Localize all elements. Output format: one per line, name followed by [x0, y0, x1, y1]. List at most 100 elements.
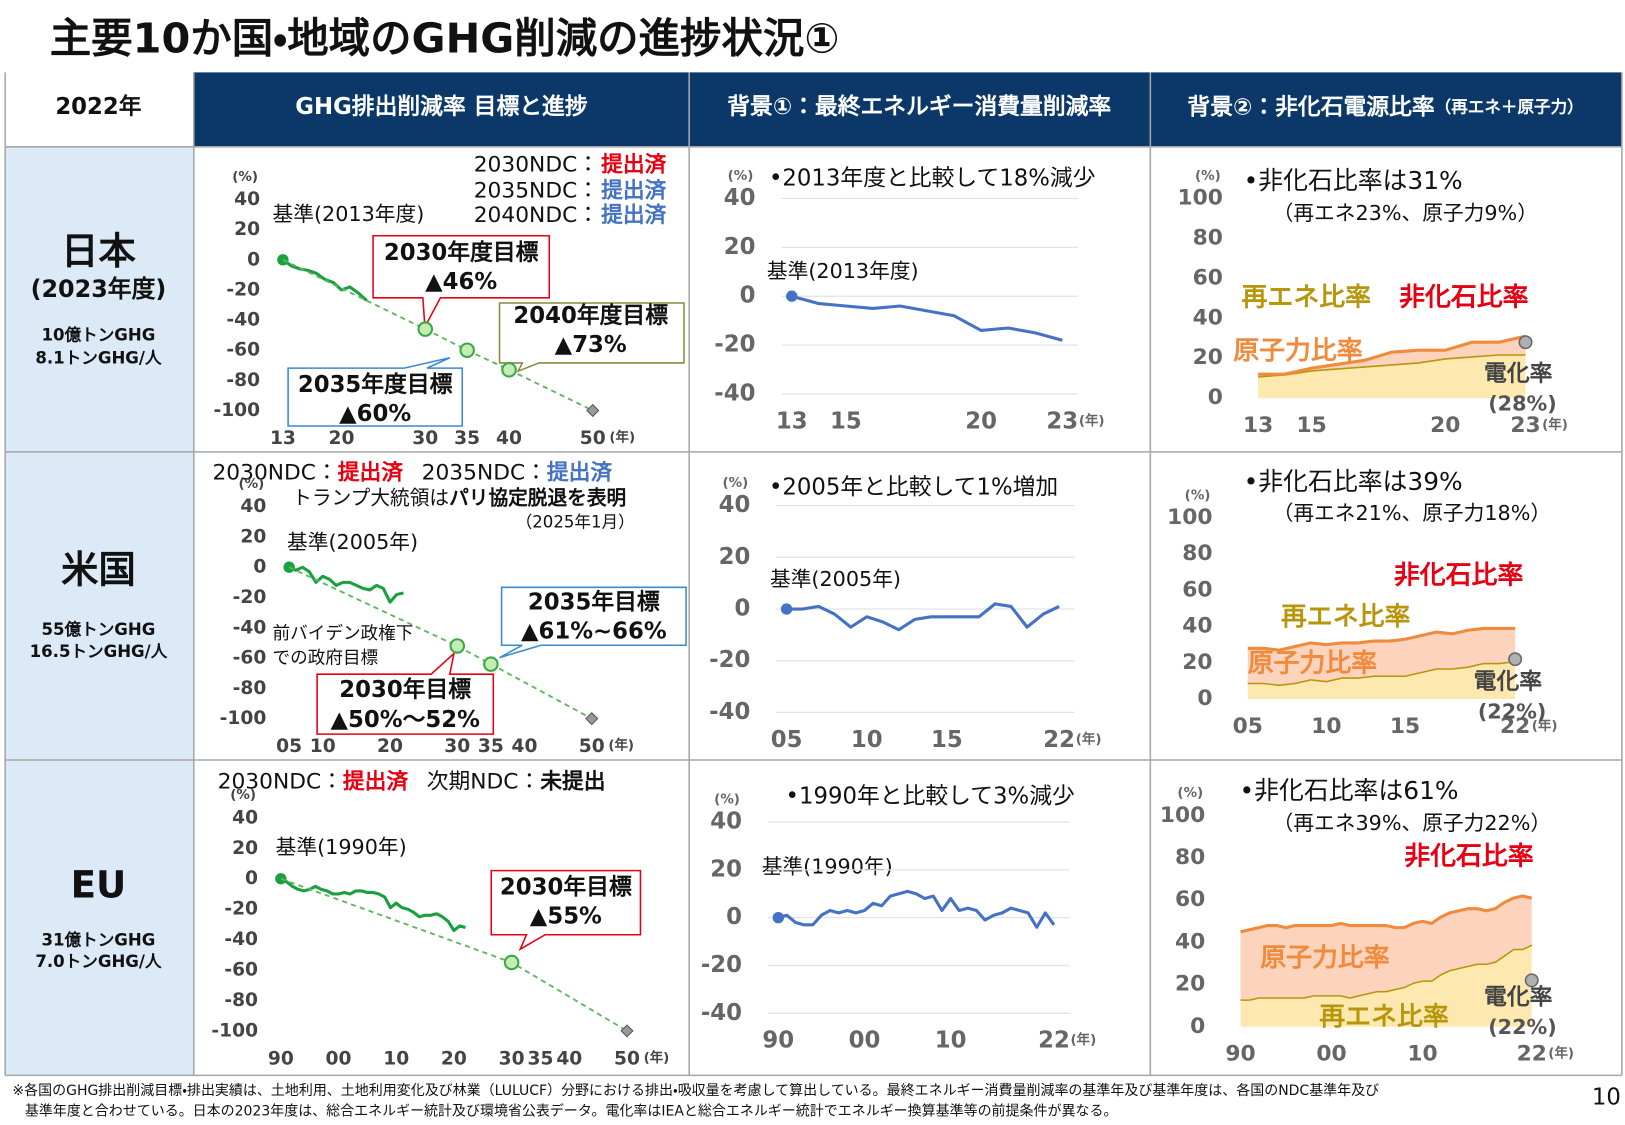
value-label: (22%) — [1488, 1015, 1557, 1039]
y-tick-label: 0 — [740, 283, 756, 309]
x-tick-label: 15 — [1296, 413, 1326, 438]
x-tick-label: 10 — [310, 736, 336, 757]
row-period: (2023年度) — [31, 275, 167, 303]
header-cell: 背景②：非化石電源比率（再エネ＋原子力） — [1187, 94, 1583, 120]
x-tick-label: 15 — [931, 727, 963, 753]
y-axis-unit: (%) — [714, 792, 740, 807]
area-line — [1247, 626, 1516, 652]
x-tick-label: 13 — [270, 428, 296, 449]
series-label: 電化率 — [1484, 984, 1553, 1010]
y-tick-label: 0 — [253, 557, 266, 578]
x-axis-unit: (年) — [1542, 416, 1568, 433]
callout — [498, 302, 685, 373]
x-tick-label: 13 — [1243, 413, 1273, 438]
x-tick-label: 15 — [830, 408, 862, 434]
series-label: 再エネ比率 — [1242, 282, 1372, 312]
ndc-label: 2040NDC： — [474, 203, 599, 228]
summary-detail: （再エネ23%、原子力9%） — [1273, 201, 1538, 225]
footnote: 基準年度と合わせている。日本の2023年度は、総合エネルギー統計及び環境省公表デ… — [25, 1103, 1118, 1120]
baseline-label: 基準(2005年) — [770, 567, 901, 591]
total-label: 非化石比率 — [1399, 282, 1529, 312]
x-tick-label: 30 — [444, 736, 470, 757]
target-label: 2040年度目標 — [513, 302, 668, 329]
target-label: 2030年目標 — [500, 874, 632, 901]
x-tick-label: 50 — [614, 1048, 640, 1069]
x-axis-unit: (年) — [609, 428, 635, 445]
x-tick-label: 23 — [1510, 413, 1540, 438]
series-label: 原子力比率 — [1233, 336, 1363, 366]
total-label: 非化石比率 — [1394, 560, 1524, 590]
row-per-capita: 7.0トンGHG/人 — [35, 952, 162, 971]
header-year: 2022年 — [55, 93, 141, 120]
x-tick-label: 50 — [580, 428, 606, 449]
y-tick-label: 100 — [1178, 186, 1223, 211]
y-tick-label: 20 — [719, 544, 751, 570]
target-marker — [483, 656, 499, 672]
footnote: ※各国のGHG排出削減目標・排出実績は、土地利用、土地利用変化及び林業（LULU… — [12, 1082, 1379, 1099]
y-tick-label: 40 — [710, 809, 742, 835]
y-tick-label: -20 — [226, 279, 260, 300]
y-tick-label: 20 — [234, 219, 260, 240]
note: トランプ大統領はパリ協定脱退を表明 — [292, 486, 626, 509]
y-tick-label: -20 — [709, 647, 750, 673]
y-tick-label: -100 — [211, 1020, 258, 1041]
x-tick-label: 20 — [329, 428, 355, 449]
series-line — [791, 294, 1063, 342]
point-marker — [1508, 652, 1523, 667]
y-tick-label: 40 — [1182, 614, 1212, 639]
y-tick-label: 80 — [1175, 845, 1205, 870]
row-label-band — [5, 146, 194, 1076]
y-tick-label: -20 — [714, 332, 755, 358]
y-tick-label: -40 — [233, 617, 267, 638]
area-line — [1240, 894, 1533, 934]
x-tick-label: 40 — [496, 428, 522, 449]
y-tick-label: -20 — [224, 899, 258, 920]
summary: •非化石比率は61% — [1239, 776, 1458, 805]
y-axis-unit: (%) — [238, 477, 264, 492]
y-tick-label: 80 — [1182, 541, 1212, 566]
x-tick-label: 13 — [776, 408, 808, 434]
callout — [490, 869, 642, 952]
y-tick-label: 40 — [724, 185, 756, 211]
ndc-line: 2030NDC：提出済 次期NDC：未提出 — [218, 769, 606, 795]
summary: •非化石比率は39% — [1244, 467, 1463, 496]
y-tick-label: 100 — [1167, 505, 1212, 530]
x-tick-label: 20 — [965, 408, 997, 434]
x-axis-unit: (年) — [608, 737, 634, 754]
x-tick-label: 10 — [1407, 1042, 1437, 1067]
x-tick-label: 22 — [1038, 1028, 1070, 1054]
y-axis-unit: (%) — [1195, 169, 1221, 184]
series-line — [786, 602, 1060, 632]
x-tick-label: 05 — [276, 736, 302, 757]
summary: •2013年度と比較して18%減少 — [769, 165, 1096, 191]
x-axis-unit: (年) — [1548, 1045, 1574, 1062]
x-tick-label: 10 — [935, 1028, 967, 1054]
target-marker — [417, 321, 434, 337]
y-tick-label: -40 — [709, 699, 750, 725]
row-emissions: 10億トンGHG — [42, 325, 156, 345]
target-label: 2030年目標 — [339, 676, 471, 703]
target-value: ▲55% — [530, 904, 602, 930]
y-tick-label: -20 — [233, 587, 267, 608]
y-axis-unit: (%) — [230, 788, 256, 803]
y-tick-label: -40 — [226, 310, 260, 331]
target-value: ▲46% — [425, 269, 497, 295]
area-fill — [1240, 944, 1532, 1027]
y-tick-label: 0 — [1190, 1014, 1205, 1039]
header-cell: 背景①：最終エネルギー消費量削減率 — [727, 93, 1111, 120]
x-tick-label: 22 — [1500, 714, 1530, 739]
x-tick-label: 90 — [268, 1048, 294, 1069]
x-tick-label: 35 — [454, 428, 480, 449]
y-tick-label: 60 — [1182, 577, 1212, 602]
note: 前バイデン政権下 — [273, 623, 414, 644]
y-tick-label: 40 — [719, 492, 751, 518]
x-tick-label: 20 — [377, 736, 403, 757]
y-tick-label: 60 — [1175, 887, 1205, 912]
start-marker — [786, 290, 798, 302]
y-tick-label: -100 — [213, 400, 260, 421]
x-tick-label: 50 — [579, 736, 605, 757]
summary: •1990年と比較して3%減少 — [786, 784, 1075, 810]
row-emissions: 55億トンGHG — [42, 619, 156, 639]
y-tick-label: 100 — [1160, 803, 1205, 828]
y-tick-label: -40 — [701, 1000, 742, 1026]
